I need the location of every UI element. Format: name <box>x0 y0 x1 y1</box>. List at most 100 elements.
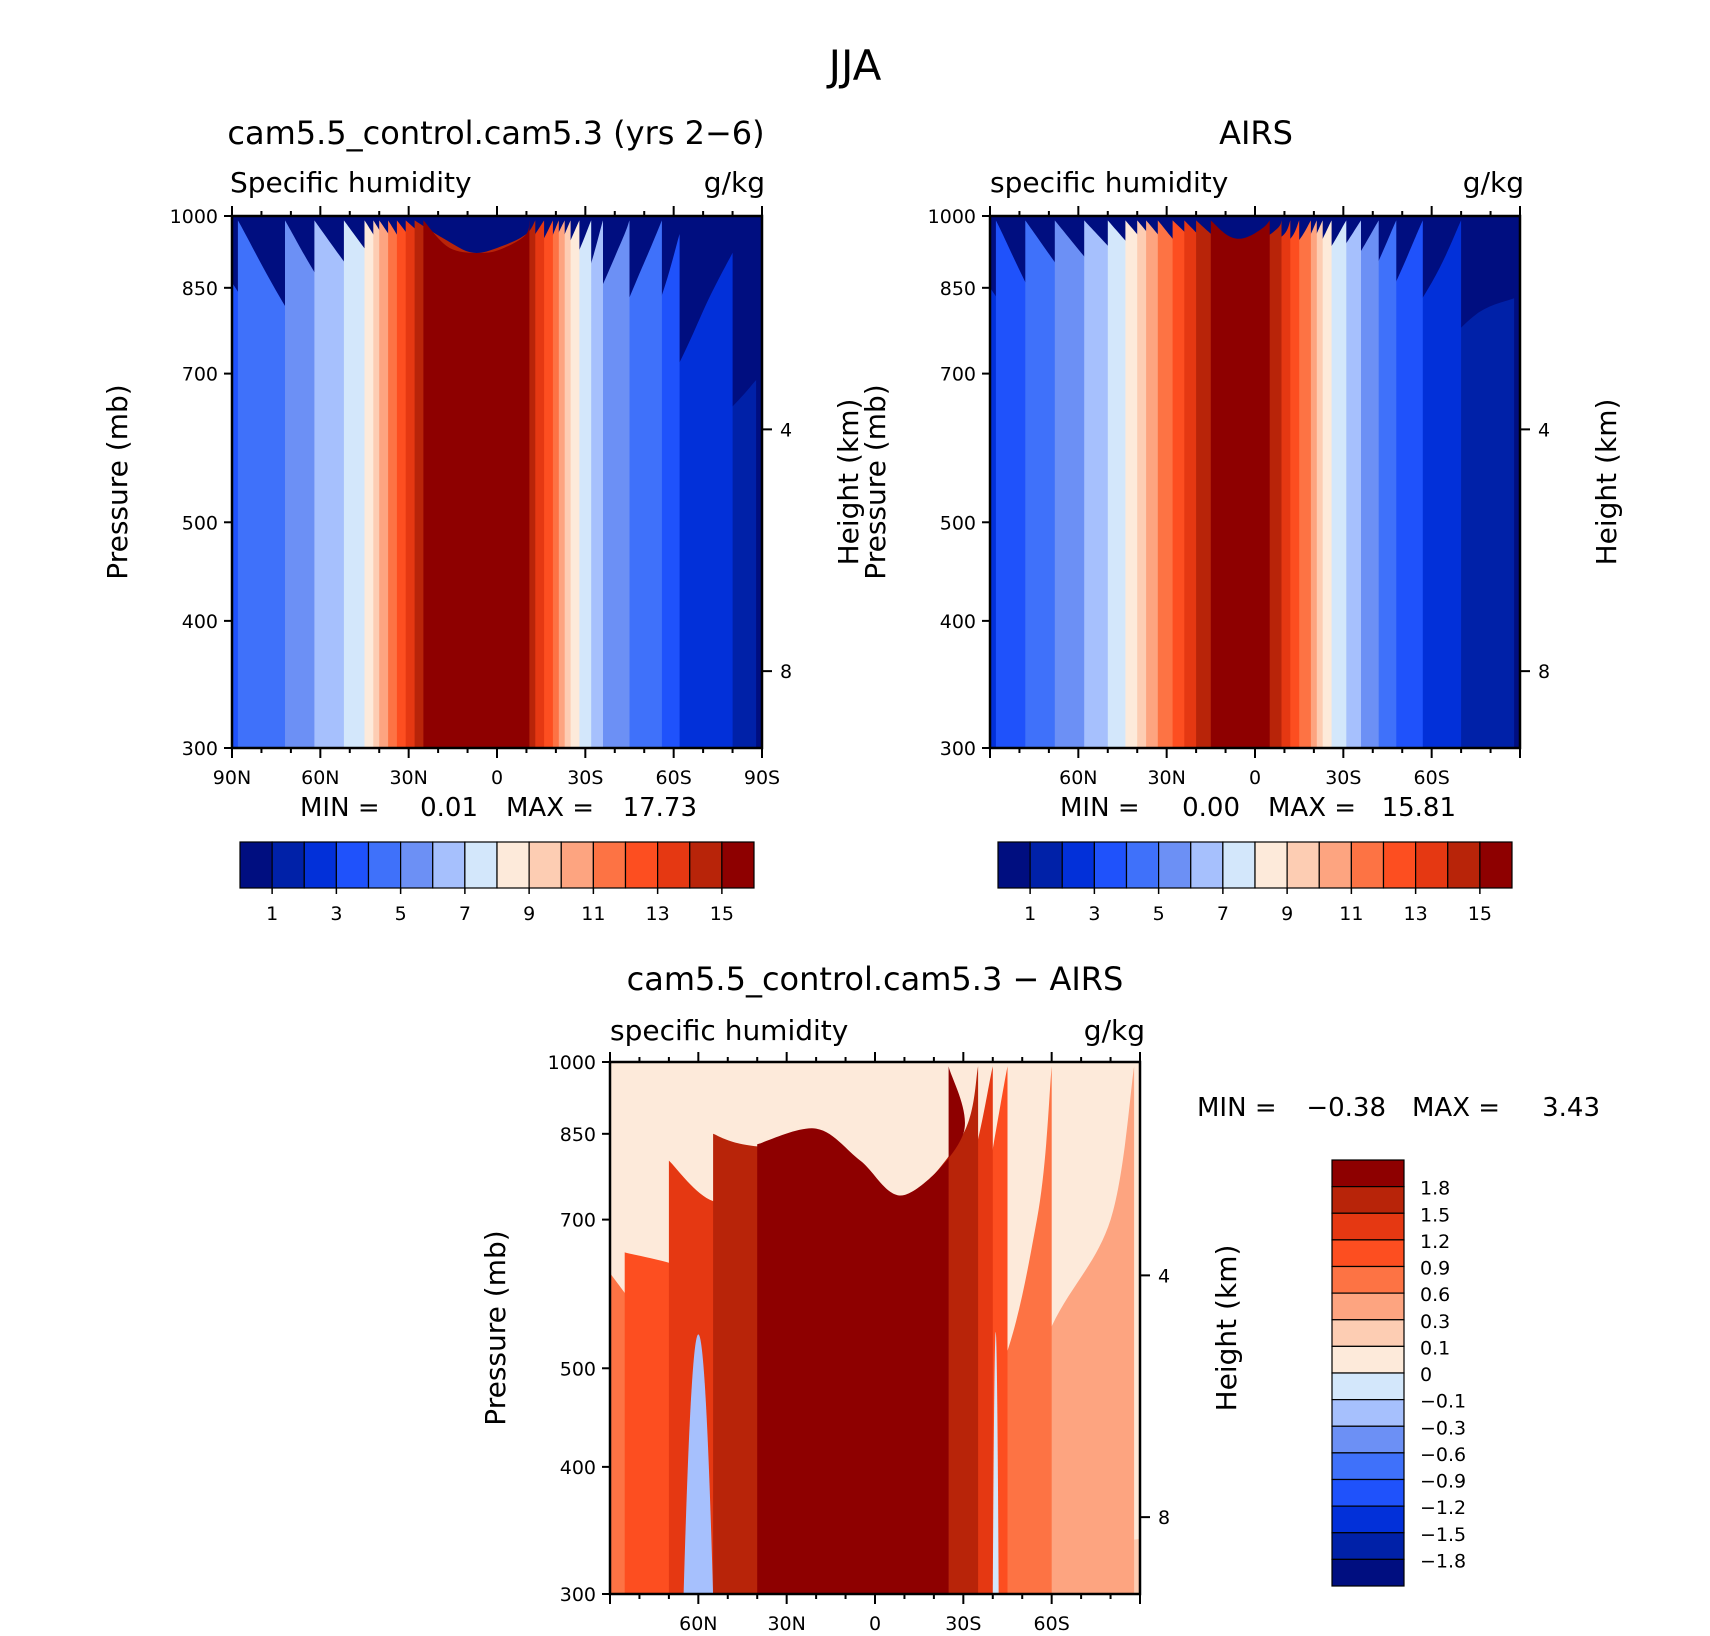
panel-obs-min-value: 0.00 <box>1182 793 1240 823</box>
y-axis-label: Pressure (mb) <box>479 1230 512 1425</box>
panel-diff-max-label: MAX = <box>1412 1093 1500 1123</box>
pressure-tick-label: 500 <box>560 1358 596 1380</box>
panel-diff-variable: specific humidity <box>610 1014 848 1047</box>
colorbar-swatch <box>1331 1239 1405 1268</box>
panel-model-max-value: 17.73 <box>623 793 697 823</box>
y-axis-label: Pressure (mb) <box>101 384 134 579</box>
height-tick-label: 4 <box>1158 1265 1170 1287</box>
colorbar-swatch <box>432 841 466 889</box>
contour-fill-level <box>992 1332 999 1594</box>
pressure-tick-label: 700 <box>182 364 218 386</box>
colorbar-swatch <box>1479 841 1513 889</box>
colorbar-label: 9 <box>1281 903 1293 925</box>
pressure-tick-label: 850 <box>182 278 218 300</box>
panel-diff: cam5.5_control.cam5.3 − AIRS specific hu… <box>479 960 1600 1635</box>
height-tick-label: 8 <box>1158 1507 1170 1529</box>
lat-tick-label: 60N <box>679 1613 717 1635</box>
lat-tick-label: 0 <box>1249 767 1261 789</box>
lat-tick-label: 30S <box>567 767 603 789</box>
y2-axis-label: Height (km) <box>1590 399 1623 566</box>
contour-fill-level <box>757 1066 965 1594</box>
panel-model-units: g/kg <box>704 166 765 199</box>
colorbar-swatch <box>1331 1212 1405 1241</box>
colorbar-swatch <box>592 841 627 889</box>
colorbar-label: 9 <box>523 903 535 925</box>
lat-tick-label: 30S <box>1325 767 1361 789</box>
colorbar-label: −0.9 <box>1420 1471 1466 1493</box>
contour-fill-level <box>423 220 530 748</box>
colorbar-swatch <box>1125 841 1160 889</box>
colorbar-swatch <box>239 841 273 889</box>
colorbar-label: 0.1 <box>1420 1337 1450 1359</box>
pressure-tick-label: 400 <box>940 611 976 633</box>
panel-obs: AIRS specific humidity g/kg 300400500700… <box>859 114 1623 925</box>
y-axis-label: Pressure (mb) <box>859 384 892 579</box>
colorbar-swatch <box>400 841 434 889</box>
panel-obs-max-value: 15.81 <box>1382 793 1456 823</box>
colorbar-swatch <box>1222 841 1256 889</box>
lat-tick-label: 30S <box>945 1613 981 1635</box>
pressure-tick-label: 400 <box>560 1457 596 1479</box>
pressure-tick-label: 850 <box>560 1124 596 1146</box>
colorbar-swatch <box>1318 841 1352 889</box>
colorbar-diff: 1.8 1.5 1.2 0.9 0.6 0.3 0.1 0 −0.1 −0.3 −0.6 −0.9 −1… <box>1331 1159 1466 1587</box>
colorbar-swatch <box>1190 841 1224 889</box>
colorbar-swatch <box>1331 1558 1405 1587</box>
panel-model-max-label: MAX = <box>506 793 594 823</box>
colorbar-swatch <box>689 841 723 889</box>
colorbar-swatch <box>1331 1319 1405 1347</box>
panel-obs-min-label: MIN = <box>1060 793 1140 823</box>
colorbar-label: 15 <box>1468 903 1492 925</box>
panel-model: cam5.5_control.cam5.3 (yrs 2−6) Specific… <box>101 114 865 925</box>
colorbar-label: −1.2 <box>1420 1497 1466 1519</box>
colorbar-swatch <box>624 841 659 889</box>
pressure-tick-label: 700 <box>560 1210 596 1232</box>
plot-area-model <box>232 216 762 748</box>
lat-tick-label: 60S <box>1414 767 1450 789</box>
panel-obs-max-label: MAX = <box>1268 793 1356 823</box>
y2-axis-label: Height (km) <box>832 399 865 566</box>
colorbar-swatch <box>271 841 305 889</box>
colorbar-swatch <box>1029 841 1063 889</box>
lat-tick-label: 30N <box>389 767 427 789</box>
colorbar-label: 11 <box>581 903 605 925</box>
plot-diff: 300 400 500 700 850 1000 8 4 60N 30N 0 30S 60S Pressu… <box>479 1052 1243 1635</box>
colorbar-swatch <box>1093 841 1128 889</box>
colorbar-label: 1.2 <box>1420 1231 1450 1253</box>
panel-obs-units: g/kg <box>1463 166 1524 199</box>
lat-tick-label: 30N <box>1147 767 1185 789</box>
pressure-tick-label: 500 <box>182 512 218 534</box>
colorbar-swatch <box>1350 841 1385 889</box>
panel-diff-max-value: 3.43 <box>1542 1093 1600 1123</box>
colorbar-swatch <box>997 841 1031 889</box>
lat-tick-label: 60N <box>1059 767 1097 789</box>
colorbar-swatch <box>335 841 370 889</box>
panel-diff-title: cam5.5_control.cam5.3 − AIRS <box>627 960 1124 998</box>
colorbar-swatch <box>1447 841 1481 889</box>
panel-model-min-label: MIN = <box>300 793 380 823</box>
panel-diff-minmax: MIN = −0.38 MAX = 3.43 <box>1197 1093 1600 1123</box>
colorbar-model: 1 3 5 7 9 11 13 15 <box>239 841 755 925</box>
lat-tick-label: 90S <box>744 767 780 789</box>
colorbar-label: 1.8 <box>1420 1178 1450 1200</box>
colorbar-swatch <box>1331 1186 1405 1214</box>
panel-obs-variable: specific humidity <box>990 166 1228 199</box>
panel-model-minmax: MIN = 0.01 MAX = 17.73 <box>300 793 697 823</box>
height-tick-label: 4 <box>780 419 792 441</box>
colorbar-swatch <box>1331 1532 1405 1560</box>
lat-tick-label: 0 <box>491 767 503 789</box>
pressure-tick-label: 500 <box>940 512 976 534</box>
colorbar-swatch <box>1331 1345 1405 1374</box>
colorbar-label: 13 <box>646 903 670 925</box>
colorbar-obs: 1 3 5 7 9 11 13 15 <box>997 841 1513 925</box>
height-tick-label: 8 <box>1538 661 1550 683</box>
colorbar-label: −0.1 <box>1420 1391 1466 1413</box>
plot-area-diff <box>610 1062 1140 1594</box>
pressure-tick-label: 300 <box>940 738 976 760</box>
colorbar-swatch <box>528 841 562 889</box>
pressure-tick-label: 1000 <box>548 1052 596 1074</box>
colorbar-swatch <box>1382 841 1417 889</box>
colorbar-swatch <box>1158 841 1192 889</box>
colorbar-swatch <box>1254 841 1288 889</box>
pressure-tick-label: 400 <box>182 611 218 633</box>
